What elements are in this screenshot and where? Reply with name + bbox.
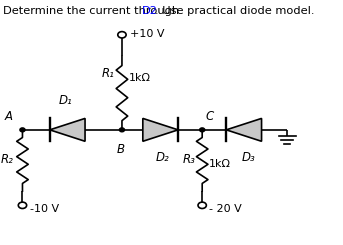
Text: D₁: D₁ bbox=[59, 94, 73, 107]
Text: R₃: R₃ bbox=[182, 153, 195, 166]
Text: C: C bbox=[205, 110, 214, 122]
Polygon shape bbox=[50, 118, 85, 141]
Circle shape bbox=[200, 128, 205, 132]
Text: Determine the current through: Determine the current through bbox=[3, 6, 183, 16]
Polygon shape bbox=[226, 118, 262, 141]
Circle shape bbox=[20, 128, 25, 132]
Polygon shape bbox=[143, 118, 178, 141]
Text: - 20 V: - 20 V bbox=[209, 204, 242, 214]
Text: R₁: R₁ bbox=[102, 67, 115, 80]
Text: +10 V: +10 V bbox=[130, 29, 165, 39]
Text: 1kΩ: 1kΩ bbox=[129, 74, 151, 83]
Text: . Use practical diode model.: . Use practical diode model. bbox=[155, 6, 315, 16]
Text: D₃: D₃ bbox=[242, 151, 256, 164]
Text: R₂: R₂ bbox=[1, 153, 13, 166]
Text: D2: D2 bbox=[142, 6, 158, 16]
Text: D₂: D₂ bbox=[155, 151, 169, 164]
Circle shape bbox=[119, 128, 125, 132]
Text: A: A bbox=[5, 110, 13, 122]
Text: B: B bbox=[117, 143, 125, 156]
Text: -10 V: -10 V bbox=[29, 204, 59, 214]
Text: 1kΩ: 1kΩ bbox=[209, 159, 231, 169]
